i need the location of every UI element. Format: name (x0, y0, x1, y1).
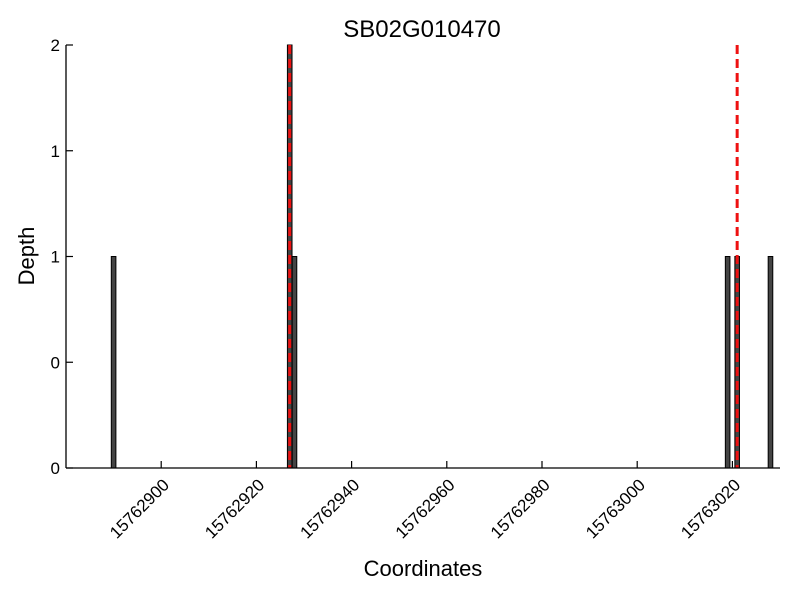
depth-bar (724, 256, 731, 469)
y-tick-label: 2 (51, 36, 60, 55)
y-tick-label: 1 (51, 248, 60, 267)
chart-title: SB02G010470 (343, 16, 500, 43)
x-tick-label: 15762920 (201, 475, 268, 542)
x-tick-label: 15762980 (487, 475, 554, 542)
x-ticks: 15762900 15762920 15762940 15762960 15762980… (106, 461, 744, 542)
bars-layer (110, 44, 774, 469)
x-axis-label: Coordinates (364, 556, 483, 581)
x-tick-label: 15762960 (392, 475, 459, 542)
depth-bar (110, 256, 117, 469)
x-tick-label: 15763020 (677, 475, 744, 542)
y-tick-label: 0 (51, 353, 60, 372)
y-tick-label: 0 (51, 459, 60, 478)
marker-lines-layer (288, 45, 739, 468)
y-tick-label: 1 (51, 142, 60, 161)
x-tick-label: 15763000 (582, 475, 649, 542)
y-ticks: 0 0 1 1 2 (51, 36, 73, 478)
depth-bar (767, 256, 774, 469)
x-tick-label: 15762900 (106, 475, 173, 542)
x-tick-label: 15762940 (297, 475, 364, 542)
depth-bar (291, 256, 298, 469)
axes (65, 45, 780, 469)
y-axis-label: Depth (14, 227, 39, 286)
